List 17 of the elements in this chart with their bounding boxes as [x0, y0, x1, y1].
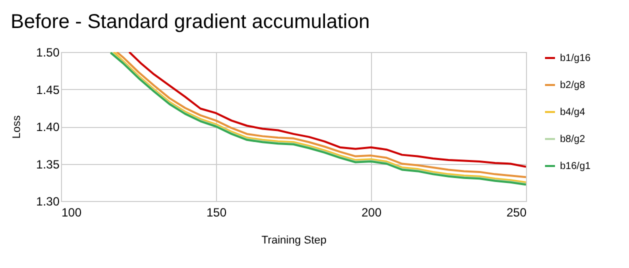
legend-label: b8/g2 [560, 134, 586, 145]
x-tick-label: 100 [62, 206, 82, 220]
chart-title: Before - Standard gradient accumulation [10, 11, 370, 33]
x-tick-label: 200 [361, 206, 382, 220]
legend-label: b1/g16 [560, 53, 592, 64]
x-axis-title: Training Step [261, 234, 327, 246]
y-axis-title: Loss [11, 114, 24, 139]
y-tick-label: 1.35 [36, 157, 60, 172]
legend-label: b16/g1 [560, 161, 592, 172]
y-tick-label: 1.30 [36, 194, 60, 208]
x-tick-label: 250 [506, 206, 527, 220]
y-tick-label: 1.40 [36, 120, 60, 134]
y-tick-label: 1.50 [36, 46, 60, 60]
legend-label: b4/g4 [560, 107, 586, 118]
x-tick-label: 150 [206, 206, 227, 220]
legend-label: b2/g8 [560, 80, 586, 91]
y-tick-label: 1.45 [36, 82, 60, 97]
